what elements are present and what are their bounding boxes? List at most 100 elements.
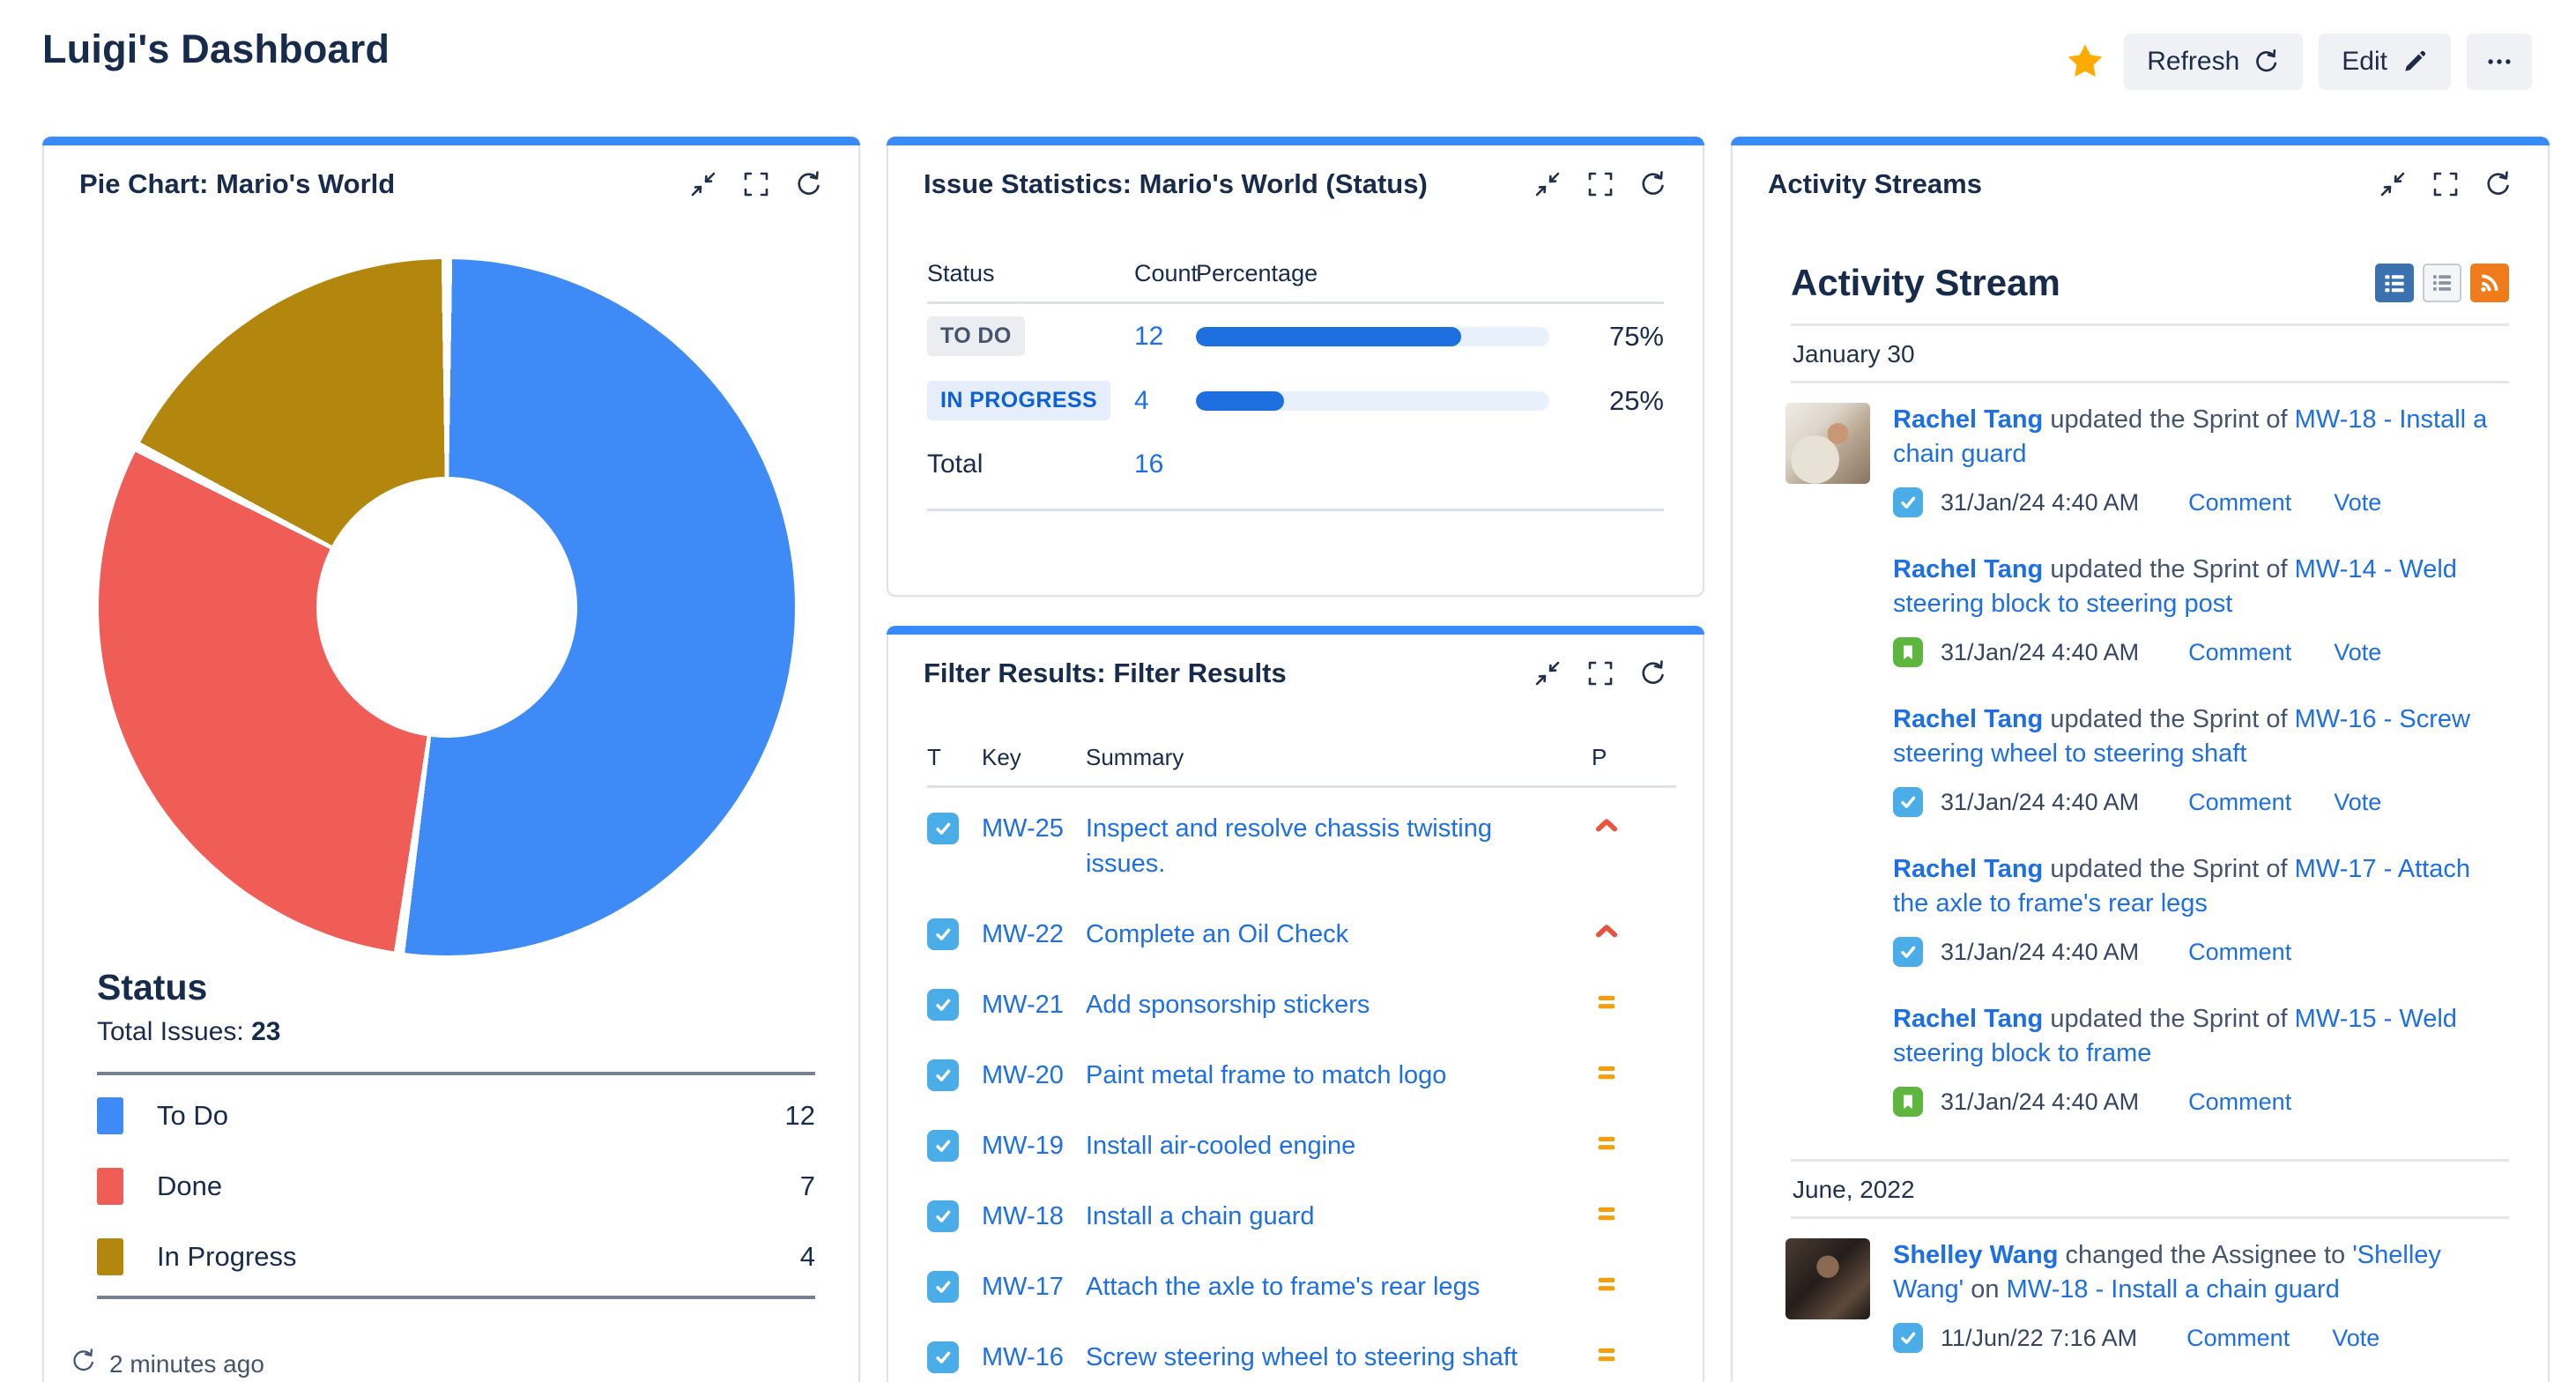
type-cell (927, 917, 982, 950)
comment-link[interactable]: Comment (2186, 1324, 2290, 1351)
vote-link[interactable]: Vote (2332, 1324, 2380, 1351)
avatar[interactable] (1785, 403, 1870, 484)
task-icon (927, 918, 959, 950)
activity-stream-heading: Activity Stream (1791, 262, 2060, 303)
user-link[interactable]: Rachel Tang (1893, 855, 2044, 883)
count-link[interactable]: 4 (1134, 385, 1149, 415)
legend-divider-top (97, 1072, 815, 1075)
issue-link[interactable]: MW-18 - Install a chain guard (1893, 405, 2488, 468)
legend-row: Done 7 (97, 1151, 815, 1222)
issue-link[interactable]: MW-18 - Install a chain guard (2006, 1275, 2340, 1304)
comment-link[interactable]: Comment (2188, 1088, 2292, 1115)
issue-statistics-panel: Issue Statistics: Mario's World (Status)… (887, 137, 1704, 697)
collapse-icon[interactable] (1533, 170, 1562, 198)
issue-key-link[interactable]: MW-21 (982, 991, 1064, 1019)
issue-key-link[interactable]: MW-22 (982, 920, 1064, 948)
legend-divider-bottom (97, 1296, 815, 1299)
task-icon (927, 1271, 959, 1303)
issue-key-link[interactable]: MW-16 (982, 1343, 1064, 1371)
count-link[interactable]: 12 (1134, 321, 1164, 351)
panel-title: Activity Streams (1768, 168, 1982, 199)
user-link[interactable]: Rachel Tang (1893, 705, 2044, 733)
maximize-icon[interactable] (1586, 170, 1615, 198)
issue-link[interactable]: MW-16 - Screw steering wheel to steering… (1893, 705, 2470, 768)
filter-table-header: T Key Summary P (927, 744, 1676, 788)
activity-timestamp: 31/Jan/24 4:40 AM (1941, 488, 2140, 516)
priority-medium-icon (1592, 1128, 1676, 1163)
issue-key-link[interactable]: MW-19 (982, 1132, 1064, 1160)
refresh-button[interactable]: Refresh (2124, 33, 2304, 90)
task-icon (1893, 787, 1923, 817)
list-plain-view-icon[interactable] (2423, 264, 2461, 302)
edit-button[interactable]: Edit (2319, 33, 2451, 90)
panel-controls (689, 170, 823, 198)
issue-link[interactable]: MW-17 - Attach the axle to frame's rear … (1893, 855, 2470, 918)
task-icon (927, 1200, 959, 1232)
user-link[interactable]: Rachel Tang (1893, 1005, 2044, 1033)
panel-title: Pie Chart: Mario's World (79, 168, 396, 199)
issue-summary-link[interactable]: Attach the axle to frame's rear legs (1086, 1273, 1481, 1301)
task-icon (927, 1059, 959, 1091)
pie-chart-panel: Pie Chart: Mario's World Status Total Is… (42, 137, 860, 1382)
activity-timestamp: 31/Jan/24 4:40 AM (1941, 938, 2140, 965)
user-link[interactable]: Rachel Tang (1893, 555, 2044, 583)
status-donut-chart[interactable] (99, 259, 795, 955)
issue-summary-link[interactable]: Install a chain guard (1086, 1202, 1315, 1230)
activity-meta: 31/Jan/24 4:40 AM Comment Vote (1893, 637, 2509, 667)
comment-link[interactable]: Comment (2188, 788, 2292, 815)
vote-link[interactable]: Vote (2334, 488, 2382, 516)
legend-row: To Do 12 (97, 1081, 815, 1151)
type-cell (927, 1058, 982, 1091)
issue-summary-link[interactable]: Screw steering wheel to steering shaft (1086, 1343, 1518, 1371)
maximize-icon[interactable] (2431, 170, 2460, 198)
vote-link[interactable]: Vote (2334, 788, 2382, 815)
refresh-panel-icon[interactable] (2484, 170, 2513, 198)
user-link[interactable]: Rachel Tang (1893, 405, 2044, 434)
maximize-icon[interactable] (742, 170, 770, 198)
panel-title: Issue Statistics: Mario's World (Status) (924, 168, 1428, 199)
total-count[interactable]: 16 (1134, 450, 1164, 479)
percentage-bar (1196, 326, 1549, 346)
issue-link[interactable]: MW-15 - Weld steering block to frame (1893, 1005, 2457, 1067)
pencil-icon (2405, 50, 2426, 71)
list-detail-view-icon[interactable] (2375, 264, 2414, 302)
vote-link[interactable]: Vote (2334, 638, 2382, 665)
issue-key-link[interactable]: MW-17 (982, 1273, 1064, 1301)
issue-summary-link[interactable]: Complete an Oil Check (1086, 920, 1349, 948)
collapse-icon[interactable] (689, 170, 717, 198)
more-button[interactable] (2467, 33, 2532, 90)
issue-summary-link[interactable]: Inspect and resolve chassis twisting iss… (1086, 814, 1492, 878)
legend-swatch (97, 1238, 123, 1275)
activity-group: June, 2022 Shelley Wang changed the Assig… (1785, 1159, 2509, 1382)
refresh-panel-icon[interactable] (1639, 170, 1667, 198)
refresh-panel-icon[interactable] (795, 170, 823, 198)
issue-key-link[interactable]: MW-25 (982, 814, 1064, 843)
comment-link[interactable]: Comment (2188, 938, 2292, 965)
issue-link[interactable]: 'Shelley Wang' (1893, 1241, 2441, 1304)
last-refreshed: 2 minutes ago (71, 1348, 264, 1380)
issue-summary-link[interactable]: Install air-cooled engine (1086, 1132, 1356, 1160)
issue-summary-link[interactable]: Add sponsorship stickers (1086, 991, 1370, 1019)
stats-row: TO DO 12 75% (927, 304, 1664, 368)
issue-link[interactable]: MW-14 - Weld steering block to steering … (1893, 555, 2457, 618)
activity-streams-panel: Activity Streams Activity Stream Janua (1731, 137, 2550, 1382)
activity-meta: 31/Jan/24 4:40 AM Comment Vote (1893, 787, 2509, 817)
collapse-icon[interactable] (1533, 659, 1562, 687)
issue-key-link[interactable]: MW-18 (982, 1202, 1064, 1230)
maximize-icon[interactable] (1586, 659, 1615, 687)
collapse-icon[interactable] (2379, 170, 2407, 198)
favorite-star-icon[interactable] (2062, 39, 2108, 85)
activity-group: January 30 Rachel Tang updated the Sprint… (1785, 326, 2509, 1159)
avatar[interactable] (1785, 1238, 1870, 1319)
issue-summary-link[interactable]: Paint metal frame to match logo (1086, 1061, 1447, 1089)
issue-key-link[interactable]: MW-20 (982, 1061, 1064, 1089)
panel-title: Filter Results: Filter Results (924, 658, 1287, 688)
refresh-panel-icon[interactable] (1639, 659, 1667, 687)
comment-link[interactable]: Comment (2188, 638, 2292, 665)
rss-feed-icon[interactable] (2470, 264, 2509, 302)
issue-row: MW-18 Install a chain guard (927, 1181, 1676, 1252)
type-cell (927, 987, 982, 1021)
user-link[interactable]: Shelley Wang (1893, 1241, 2059, 1269)
legend-value: 7 (799, 1170, 815, 1201)
comment-link[interactable]: Comment (2188, 488, 2292, 516)
